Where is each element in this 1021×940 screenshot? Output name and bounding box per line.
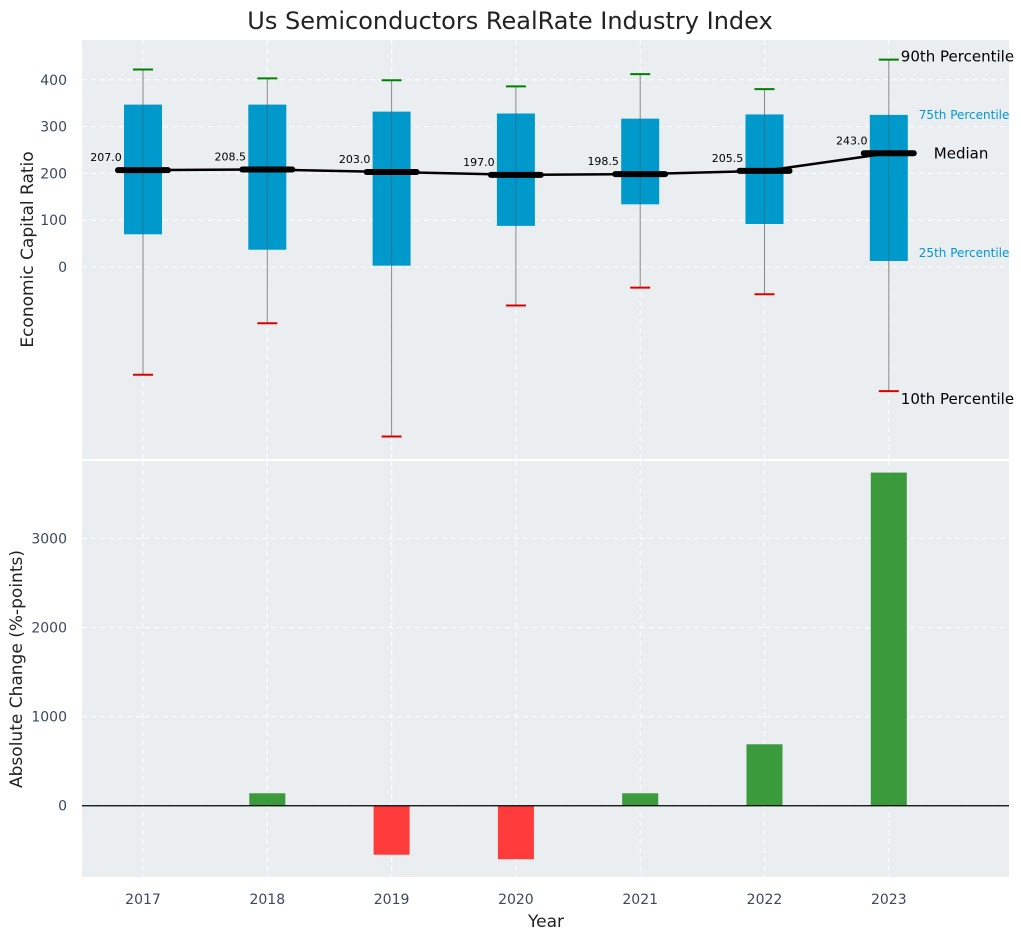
- positive-change-bar: [870, 472, 907, 806]
- median-value-label: 205.5: [712, 152, 744, 165]
- positive-change-bar: [249, 793, 286, 806]
- median-value-label: 203.0: [339, 153, 371, 166]
- box-plot-y-axis-label: Economic Capital Ratio: [18, 151, 38, 347]
- x-tick-label: 2019: [374, 892, 410, 908]
- median-value-label: 207.0: [90, 151, 122, 164]
- box-plot-y-tick-label: 400: [40, 73, 67, 89]
- box-plot-y-tick-label: 200: [40, 166, 67, 182]
- x-tick-label: 2018: [249, 892, 285, 908]
- x-tick-label: 2022: [747, 892, 783, 908]
- legend-p90-label: 90th Percentile: [901, 48, 1014, 66]
- x-tick-label: 2020: [498, 892, 534, 908]
- positive-change-bar: [622, 793, 659, 806]
- median-value-label: 198.5: [587, 155, 619, 168]
- legend-p75-label: 75th Percentile: [919, 108, 1010, 122]
- bar-chart-y-tick-label: 1000: [31, 710, 67, 726]
- legend-median-label: Median: [934, 144, 989, 162]
- legend-p25-label: 25th Percentile: [919, 246, 1010, 260]
- x-tick-label: 2017: [125, 892, 161, 908]
- negative-change-bar: [497, 805, 534, 860]
- box-plot-y-tick-label: 100: [40, 213, 67, 229]
- median-value-label: 243.0: [836, 134, 868, 147]
- median-value-label: 208.5: [215, 150, 247, 163]
- x-tick-label: 2021: [622, 892, 658, 908]
- bar-chart-y-tick-label: 2000: [31, 621, 67, 637]
- legend-p10-label: 10th Percentile: [901, 390, 1014, 408]
- bar-chart-panel: 0 1000 2000 3000 2017 2018 2019 2020 2021 2022 202…: [7, 461, 1009, 932]
- bar-chart-y-tick-label: 0: [58, 799, 67, 815]
- chart-title: Us Semiconductors RealRate Industry Inde…: [247, 7, 772, 35]
- x-tick-label: 2023: [871, 892, 907, 908]
- positive-change-bar: [746, 744, 783, 806]
- x-axis-label: Year: [527, 912, 564, 932]
- negative-change-bar: [373, 805, 410, 855]
- median-value-label: 197.0: [463, 156, 495, 169]
- box-plot-background: [82, 40, 1009, 459]
- bar-chart-background: [82, 461, 1009, 877]
- box-plot-y-tick-label: 0: [58, 260, 67, 276]
- median-trend-line: [142, 152, 889, 177]
- bar-chart-y-axis-label: Absolute Change (%-points): [7, 550, 27, 788]
- bar-chart-y-tick-label: 3000: [31, 531, 67, 547]
- box-plot-panel: 0 100 200 300 400 Economic Capital Ratio 207.0…: [18, 40, 1014, 459]
- box-plot-y-tick-label: 300: [40, 120, 67, 136]
